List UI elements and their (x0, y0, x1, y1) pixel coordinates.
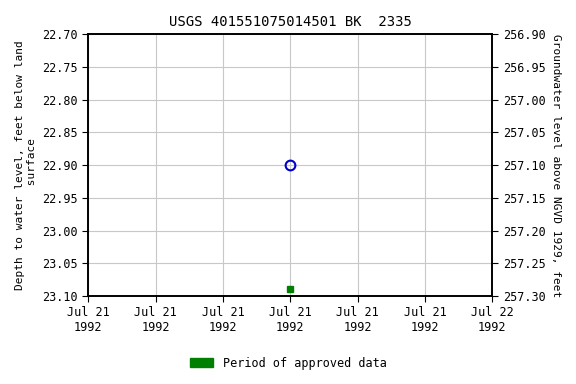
Legend: Period of approved data: Period of approved data (185, 352, 391, 374)
Title: USGS 401551075014501 BK  2335: USGS 401551075014501 BK 2335 (169, 15, 412, 29)
Y-axis label: Groundwater level above NGVD 1929, feet: Groundwater level above NGVD 1929, feet (551, 33, 561, 297)
Y-axis label: Depth to water level, feet below land
 surface: Depth to water level, feet below land su… (15, 40, 37, 290)
